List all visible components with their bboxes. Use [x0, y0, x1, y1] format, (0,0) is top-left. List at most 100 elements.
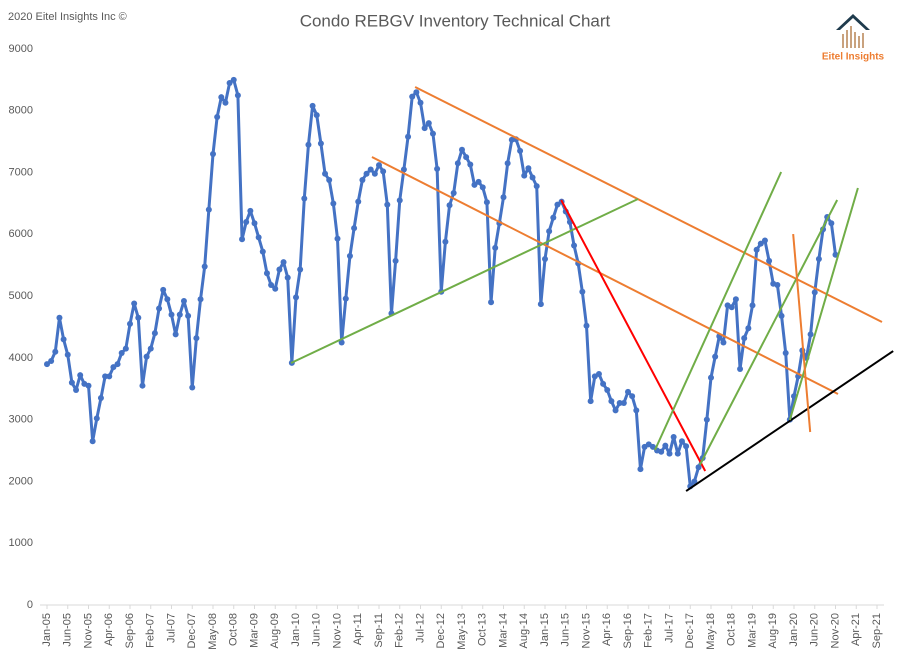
data-point — [683, 443, 690, 450]
y-tick-label: 0 — [27, 599, 33, 611]
data-point — [475, 178, 482, 185]
data-point — [529, 174, 536, 181]
x-tick-label: Nov-05 — [82, 613, 94, 648]
data-line — [46, 78, 837, 488]
trend-line — [371, 156, 839, 395]
data-point — [367, 166, 374, 173]
x-tick-label: Mar-14 — [497, 613, 509, 648]
data-point — [110, 364, 117, 371]
data-point — [629, 393, 636, 400]
data-point — [595, 370, 602, 377]
x-tick-label: Sep-06 — [124, 613, 136, 648]
data-point — [363, 170, 370, 177]
data-point — [400, 166, 407, 173]
data-point — [471, 181, 478, 188]
data-point — [517, 147, 524, 154]
x-tick-label: Jun-05 — [62, 613, 74, 647]
data-point — [521, 172, 528, 179]
data-point — [97, 395, 104, 402]
data-point — [342, 295, 349, 302]
data-point — [405, 133, 412, 140]
data-point — [479, 184, 486, 191]
data-point — [351, 225, 358, 232]
data-point — [139, 382, 146, 389]
x-tick-label: Sep-16 — [622, 613, 634, 648]
trend-line — [698, 199, 839, 466]
data-point — [73, 387, 80, 394]
data-point — [571, 242, 578, 249]
data-point — [782, 349, 789, 356]
data-point — [313, 112, 320, 119]
data-point — [259, 248, 266, 255]
data-point — [745, 325, 752, 332]
data-point — [761, 237, 768, 244]
data-point — [380, 168, 387, 175]
y-tick-label: 3000 — [9, 414, 33, 426]
x-tick-label: May-13 — [456, 613, 468, 650]
data-point — [546, 228, 553, 235]
x-tick-label: Dec-17 — [684, 613, 696, 648]
data-point — [172, 331, 179, 338]
y-tick-label: 1000 — [9, 537, 33, 549]
data-point — [371, 170, 378, 177]
x-tick-label: Mar-09 — [248, 613, 260, 648]
data-point — [807, 331, 814, 338]
x-tick-label: Oct-08 — [228, 613, 240, 646]
data-point — [284, 274, 291, 281]
data-point — [492, 244, 499, 251]
x-tick-label: Jan-05 — [41, 613, 53, 647]
x-tick-label: Feb-17 — [643, 613, 655, 648]
data-point — [450, 189, 457, 196]
data-point — [297, 266, 304, 273]
data-point — [662, 442, 669, 449]
data-point — [600, 380, 607, 387]
x-tick-label: Aug-14 — [518, 613, 530, 648]
data-point — [649, 443, 656, 450]
data-point — [164, 296, 171, 303]
data-point — [612, 407, 619, 414]
data-point — [442, 238, 449, 245]
trend-line — [788, 187, 859, 421]
x-tick-label: Jul-12 — [414, 613, 426, 643]
data-point — [56, 314, 63, 321]
data-point — [359, 176, 366, 183]
data-point — [637, 466, 644, 473]
x-tick-label: Jul-07 — [165, 613, 177, 643]
data-point — [583, 322, 590, 329]
data-point — [749, 302, 756, 309]
data-point — [579, 288, 586, 295]
data-point — [429, 130, 436, 137]
data-point — [658, 448, 665, 455]
data-point — [222, 99, 229, 106]
data-point — [263, 270, 270, 277]
data-point — [620, 399, 627, 406]
data-point — [695, 464, 702, 471]
data-point — [52, 348, 59, 355]
x-tick-label: Jun-20 — [809, 613, 821, 647]
x-tick-label: Aug-19 — [767, 613, 779, 648]
data-point — [392, 257, 399, 264]
data-point — [741, 335, 748, 342]
data-point — [712, 353, 719, 360]
data-point — [151, 330, 158, 337]
data-point — [189, 384, 196, 391]
data-point — [106, 373, 113, 380]
data-point — [417, 99, 424, 106]
data-point — [525, 165, 532, 172]
data-point — [537, 301, 544, 308]
data-point — [135, 314, 142, 321]
data-point — [89, 438, 96, 445]
x-tick-label: May-18 — [705, 613, 717, 650]
x-tick-label: Jun-15 — [560, 613, 572, 647]
data-point — [85, 382, 92, 389]
data-point — [127, 320, 133, 327]
data-point — [504, 160, 511, 167]
data-point — [554, 201, 561, 208]
data-point — [625, 388, 631, 395]
data-point — [737, 366, 744, 373]
data-point — [247, 207, 254, 214]
data-point — [214, 113, 221, 120]
y-tick-label: 4000 — [9, 352, 33, 364]
x-tick-label: Dec-07 — [186, 613, 198, 648]
